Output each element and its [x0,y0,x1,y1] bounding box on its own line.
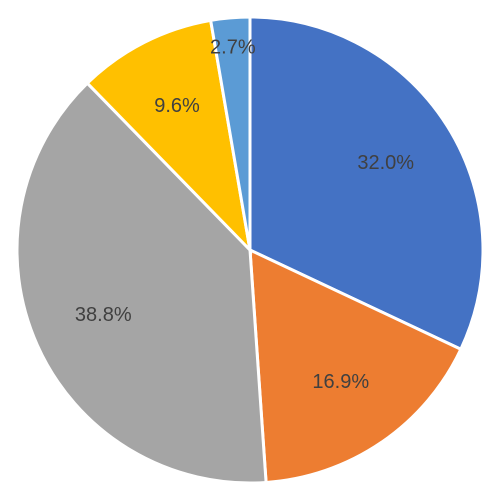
data-label: 16.9% [312,371,369,393]
pie-slice [248,247,463,485]
data-label: 2.7% [210,36,256,58]
data-label: 32.0% [357,152,414,174]
pie-slice [15,81,268,485]
data-label: 9.6% [154,95,200,117]
pie-slice [248,15,485,352]
pie-slice [85,18,253,255]
data-label: 38.8% [75,304,132,326]
pie-slice [208,15,252,251]
